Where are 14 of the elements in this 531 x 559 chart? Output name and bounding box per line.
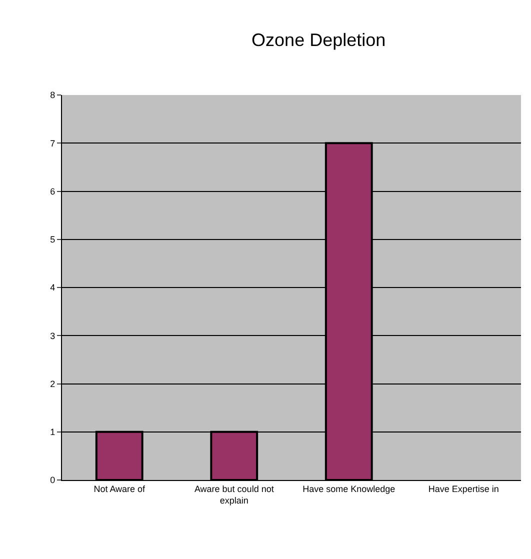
y-tick-label: 3 (50, 330, 56, 341)
x-tick-label: Have some Knowledge (302, 484, 396, 494)
y-tick-label: 2 (50, 378, 56, 389)
x-tick-label: Have Expertise in (428, 484, 499, 494)
y-tick-label: 4 (50, 282, 56, 293)
y-tick-label: 7 (50, 138, 56, 148)
x-tick-label: Not Aware of (94, 484, 146, 494)
y-tick-label: 0 (50, 475, 56, 486)
y-tick-label: 8 (50, 90, 56, 100)
y-tick-label: 1 (50, 427, 56, 438)
chart-title: Ozone Depletion (252, 30, 386, 50)
y-tick-label: 5 (50, 234, 56, 245)
x-tick-label: Aware but could not explain (194, 484, 274, 506)
y-tick-label: 6 (50, 186, 56, 196)
